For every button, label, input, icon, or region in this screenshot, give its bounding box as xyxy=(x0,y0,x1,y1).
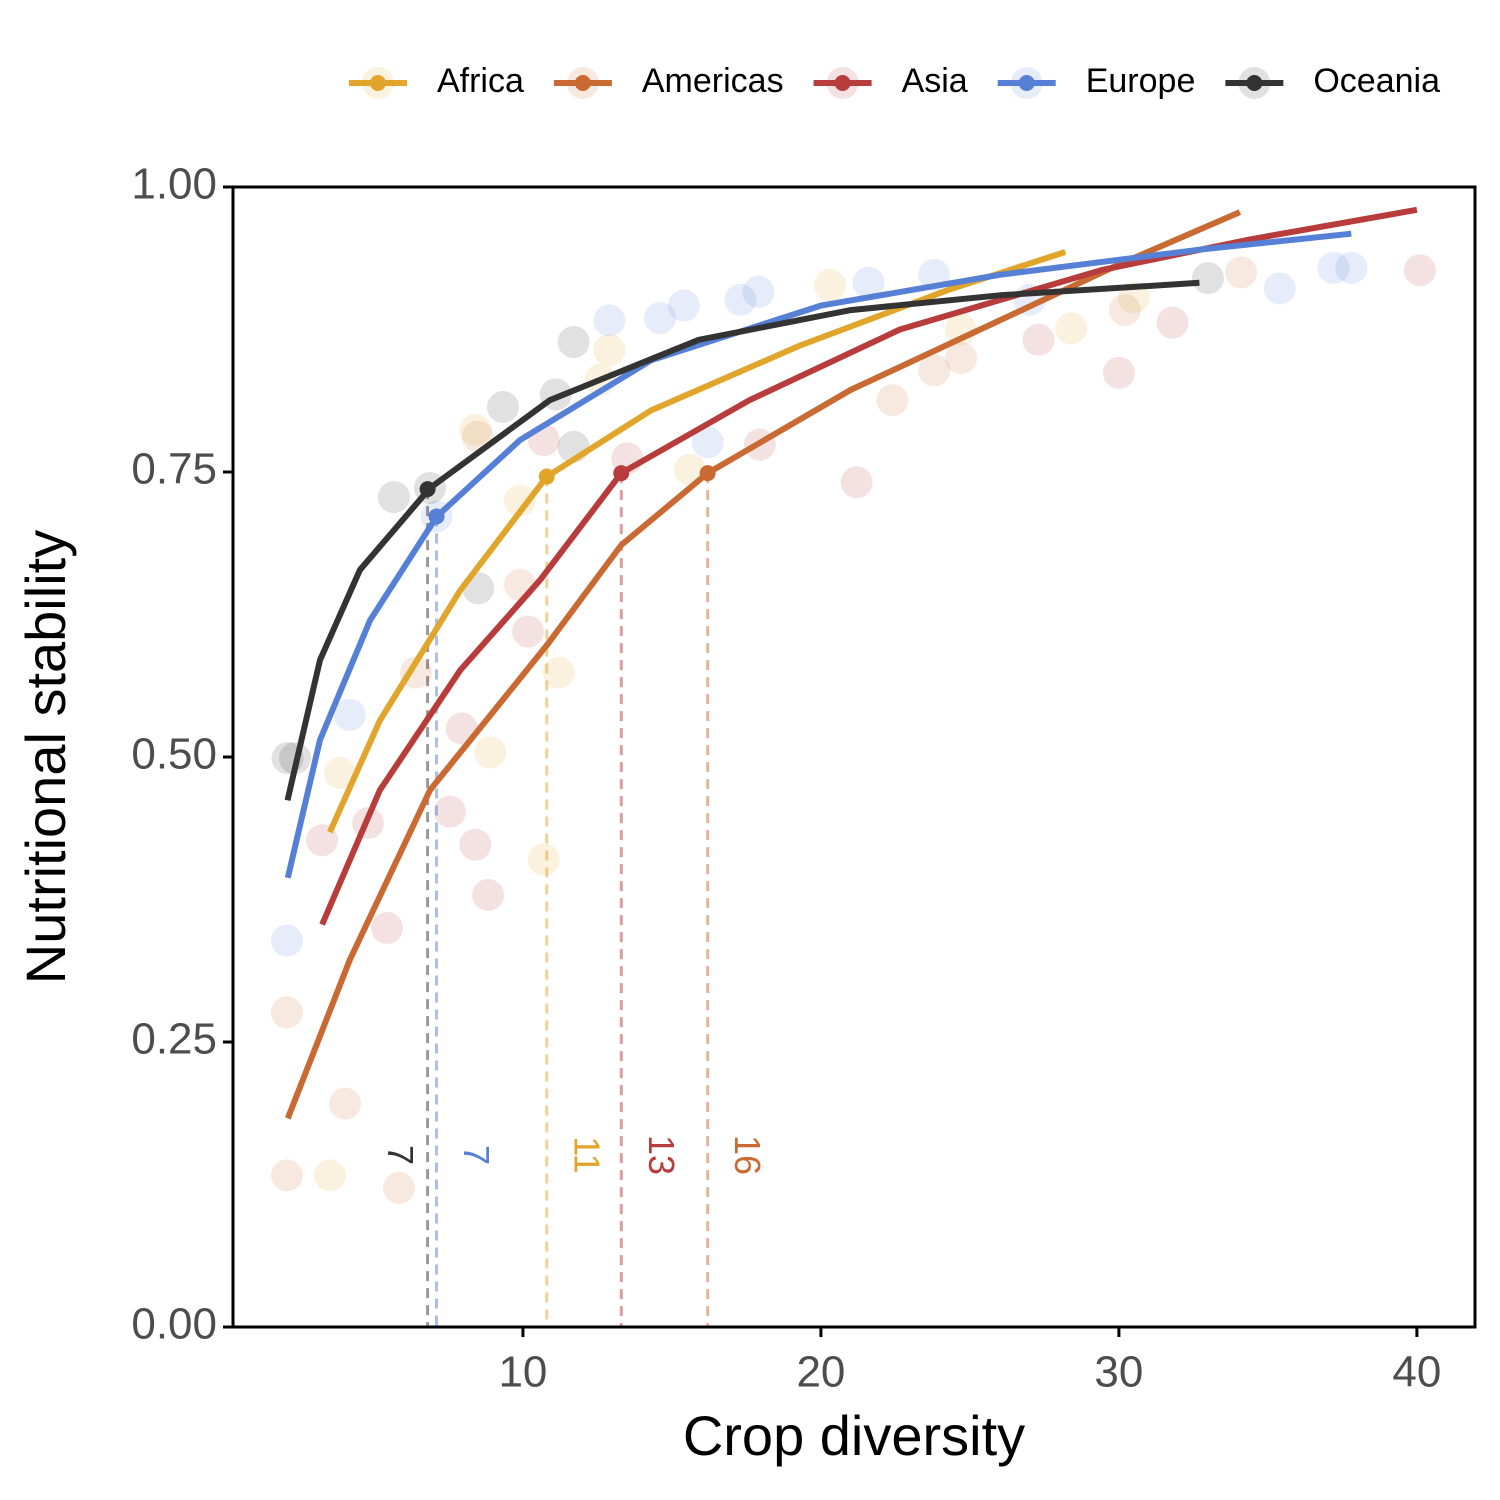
scatter-point xyxy=(840,466,873,499)
scatter-point xyxy=(329,1087,362,1120)
threshold-label: 11 xyxy=(566,1136,607,1173)
y-axis-title: Nutritional stability xyxy=(14,530,77,984)
plot-frame xyxy=(231,185,1477,1329)
scatter-point xyxy=(371,912,404,944)
legend-item: Africa xyxy=(348,62,524,100)
x-tick-label: 20 xyxy=(796,1348,845,1397)
scatter-point xyxy=(503,484,536,517)
scatter-point xyxy=(852,266,885,299)
y-tick-label: 1.00 xyxy=(131,160,217,209)
y-tick-label: 0.75 xyxy=(131,445,217,494)
scatter-point xyxy=(1156,306,1189,339)
scatter-point xyxy=(691,426,724,459)
legend-item: Asia xyxy=(813,62,968,100)
scatter-point xyxy=(667,289,700,322)
x-tick-label: 30 xyxy=(1094,1348,1143,1397)
scatter-point xyxy=(742,275,775,308)
legend-label: Africa xyxy=(437,62,524,100)
points xyxy=(270,251,1436,1204)
scatter-point xyxy=(377,481,410,514)
threshold-point xyxy=(419,481,436,498)
scatter-point xyxy=(876,384,909,417)
scatter-point xyxy=(503,568,536,601)
legend-key-dot xyxy=(834,75,851,91)
scatter-point xyxy=(1055,312,1088,345)
scatter-point xyxy=(1102,356,1135,389)
scatter-point xyxy=(918,354,951,387)
threshold-label: 13 xyxy=(641,1135,682,1175)
legend-item: Americas xyxy=(553,62,784,100)
threshold-point xyxy=(699,465,716,482)
legend-key-dot xyxy=(1246,75,1263,91)
legend-key-dot xyxy=(369,75,386,91)
fit-line xyxy=(284,230,1352,879)
scatter-point xyxy=(270,924,303,957)
threshold-label: 7 xyxy=(456,1145,497,1165)
scatter-point xyxy=(1335,251,1368,284)
scatter-point xyxy=(433,795,466,828)
x-tick-label: 40 xyxy=(1392,1348,1441,1397)
scatter-point xyxy=(557,326,590,359)
scatter-point xyxy=(459,413,492,446)
scatter-point xyxy=(813,269,846,302)
scatter-point xyxy=(270,996,303,1029)
scatter-point xyxy=(944,342,977,374)
scatter-point xyxy=(382,1171,415,1204)
scatter-point xyxy=(724,283,757,316)
scatter-point xyxy=(1317,251,1350,284)
fit-line xyxy=(284,279,1200,801)
scatter-point xyxy=(313,1159,346,1192)
legend-key-dot xyxy=(574,75,591,91)
scatter-point xyxy=(1263,272,1296,305)
scatter-point xyxy=(1225,256,1258,289)
scatter-point xyxy=(1403,254,1436,287)
legend-label: Oceania xyxy=(1313,62,1440,100)
scatter-point xyxy=(593,334,626,367)
threshold-point xyxy=(538,468,555,485)
threshold-label: 7 xyxy=(380,1145,421,1165)
y-tick-label: 0.25 xyxy=(131,1015,217,1064)
legend-label: Europe xyxy=(1086,62,1196,100)
y-tick-label: 0.00 xyxy=(131,1300,217,1349)
x-axis-title: Crop diversity xyxy=(683,1404,1025,1467)
scatter-point xyxy=(593,304,626,337)
scatter-point xyxy=(459,828,492,861)
legend-item: Oceania xyxy=(1225,62,1440,100)
scatter-point xyxy=(527,843,560,876)
legend-label: Asia xyxy=(902,62,968,100)
x-tick-label: 10 xyxy=(498,1348,547,1397)
scatter-point xyxy=(1108,294,1141,327)
threshold-point xyxy=(613,465,630,482)
scatter-point xyxy=(542,656,575,689)
threshold-point xyxy=(428,508,445,525)
legend-key-dot xyxy=(1018,75,1035,91)
scatter-point xyxy=(1022,323,1055,356)
scatter-point xyxy=(323,756,356,789)
scatter-point xyxy=(474,736,507,769)
scatter-point xyxy=(270,1159,303,1192)
scatter-point xyxy=(644,302,677,335)
scatter-point xyxy=(333,698,366,731)
scatter-point xyxy=(486,391,519,424)
scatter-point xyxy=(472,878,505,911)
fit-line xyxy=(327,249,1067,834)
threshold-label: 16 xyxy=(727,1135,768,1175)
y-tick-label: 0.50 xyxy=(131,730,217,779)
legend-item: Europe xyxy=(997,62,1196,100)
fit-line xyxy=(285,209,1242,1120)
legend: Africa Americas Asia Europe Oceania xyxy=(348,62,1440,100)
scatter-point xyxy=(512,615,545,648)
scatter-point xyxy=(1192,262,1225,295)
legend-label: Americas xyxy=(642,62,784,100)
